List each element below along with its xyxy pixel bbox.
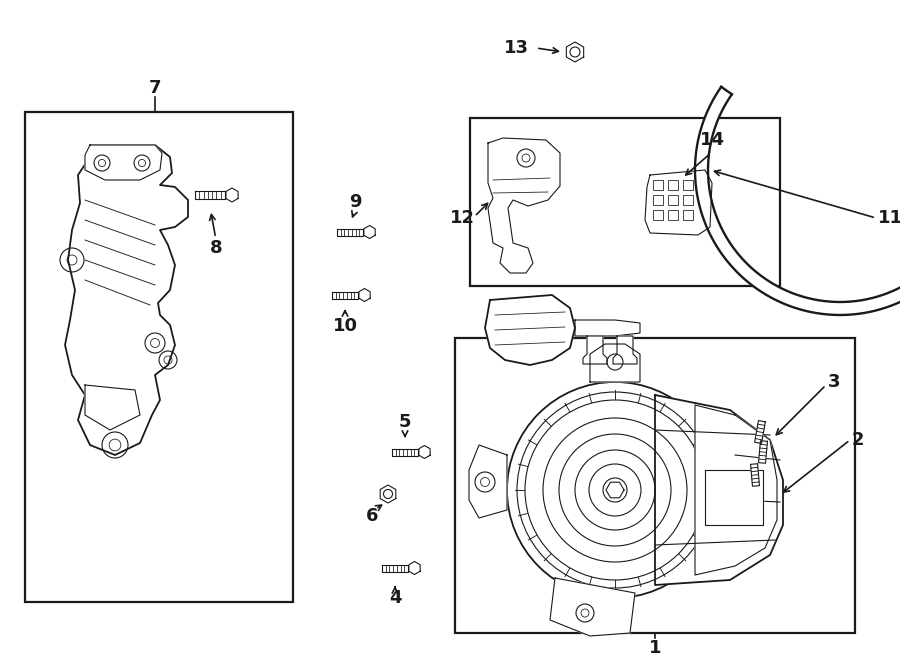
Bar bbox=[455, 338, 855, 633]
Polygon shape bbox=[751, 464, 760, 486]
Text: 3: 3 bbox=[828, 373, 841, 391]
Circle shape bbox=[603, 478, 627, 502]
Bar bbox=[668, 210, 678, 220]
Bar bbox=[668, 195, 678, 205]
Circle shape bbox=[525, 400, 705, 580]
Text: 12: 12 bbox=[449, 209, 474, 227]
Text: 10: 10 bbox=[332, 317, 357, 335]
Polygon shape bbox=[409, 561, 420, 574]
Text: 2: 2 bbox=[852, 431, 865, 449]
Bar bbox=[653, 210, 663, 220]
Polygon shape bbox=[645, 170, 712, 235]
Polygon shape bbox=[85, 145, 162, 180]
Bar bbox=[668, 180, 678, 190]
Polygon shape bbox=[65, 145, 188, 455]
Polygon shape bbox=[695, 405, 777, 575]
Polygon shape bbox=[655, 395, 783, 585]
Polygon shape bbox=[392, 449, 418, 455]
Text: 8: 8 bbox=[210, 239, 222, 257]
Circle shape bbox=[507, 382, 723, 598]
Bar bbox=[683, 195, 693, 205]
Polygon shape bbox=[550, 578, 635, 636]
Polygon shape bbox=[754, 420, 765, 444]
Polygon shape bbox=[590, 344, 640, 382]
Text: 7: 7 bbox=[148, 79, 161, 97]
Text: 5: 5 bbox=[399, 413, 411, 431]
Polygon shape bbox=[85, 385, 140, 430]
Polygon shape bbox=[695, 77, 900, 315]
Polygon shape bbox=[226, 188, 239, 202]
Text: 6: 6 bbox=[365, 507, 378, 525]
Polygon shape bbox=[759, 441, 768, 463]
Polygon shape bbox=[613, 336, 637, 364]
Polygon shape bbox=[337, 229, 363, 235]
Bar bbox=[470, 118, 780, 286]
Text: 9: 9 bbox=[349, 193, 361, 211]
Polygon shape bbox=[488, 138, 560, 273]
Text: 13: 13 bbox=[503, 39, 528, 57]
Text: 14: 14 bbox=[699, 131, 725, 149]
Polygon shape bbox=[705, 470, 763, 525]
Polygon shape bbox=[332, 292, 358, 299]
Polygon shape bbox=[485, 295, 575, 365]
Bar bbox=[653, 195, 663, 205]
Bar bbox=[25, 112, 293, 602]
Polygon shape bbox=[382, 564, 408, 572]
Polygon shape bbox=[418, 446, 430, 459]
Polygon shape bbox=[364, 225, 375, 239]
Polygon shape bbox=[380, 485, 396, 503]
Polygon shape bbox=[583, 336, 607, 364]
Polygon shape bbox=[606, 483, 624, 498]
Text: 11: 11 bbox=[878, 209, 900, 227]
Text: 1: 1 bbox=[649, 639, 662, 657]
Bar bbox=[653, 180, 663, 190]
Polygon shape bbox=[359, 288, 370, 301]
Polygon shape bbox=[566, 42, 584, 62]
Polygon shape bbox=[469, 445, 507, 518]
Text: 4: 4 bbox=[389, 589, 401, 607]
Polygon shape bbox=[575, 320, 640, 336]
Polygon shape bbox=[195, 191, 225, 199]
Bar bbox=[683, 180, 693, 190]
Bar bbox=[683, 210, 693, 220]
